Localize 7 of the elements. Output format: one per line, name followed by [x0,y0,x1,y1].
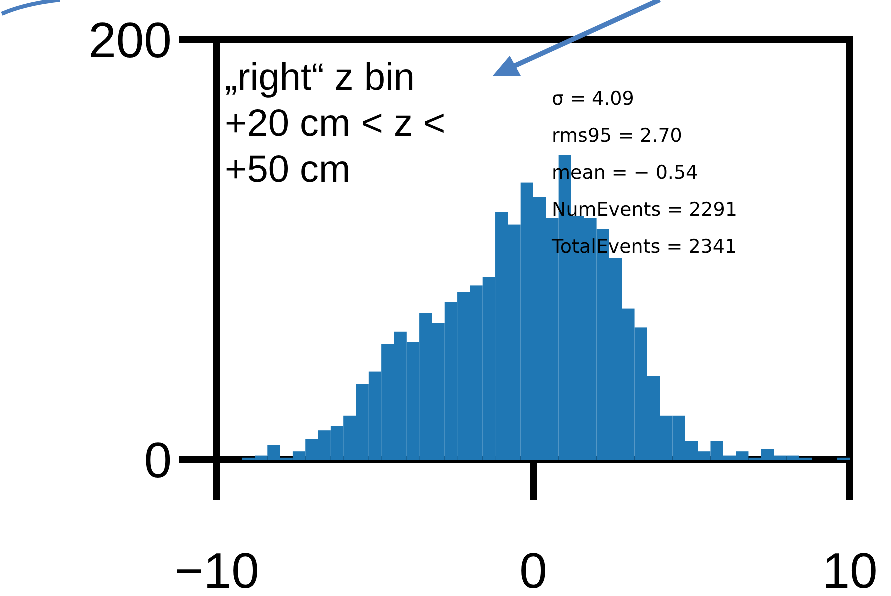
text: „right“ z bin +20 cm < z < +50 cm [225,57,446,191]
x-tick-label: −10 [174,543,260,596]
x-tick-label: 10 [822,543,878,596]
annotation: rms95 = 2.70 [552,125,682,147]
x-tick-label: 0 [520,543,548,596]
y-tick-label: 200 [88,12,172,68]
annotation: σ = 4.09 [552,88,634,110]
